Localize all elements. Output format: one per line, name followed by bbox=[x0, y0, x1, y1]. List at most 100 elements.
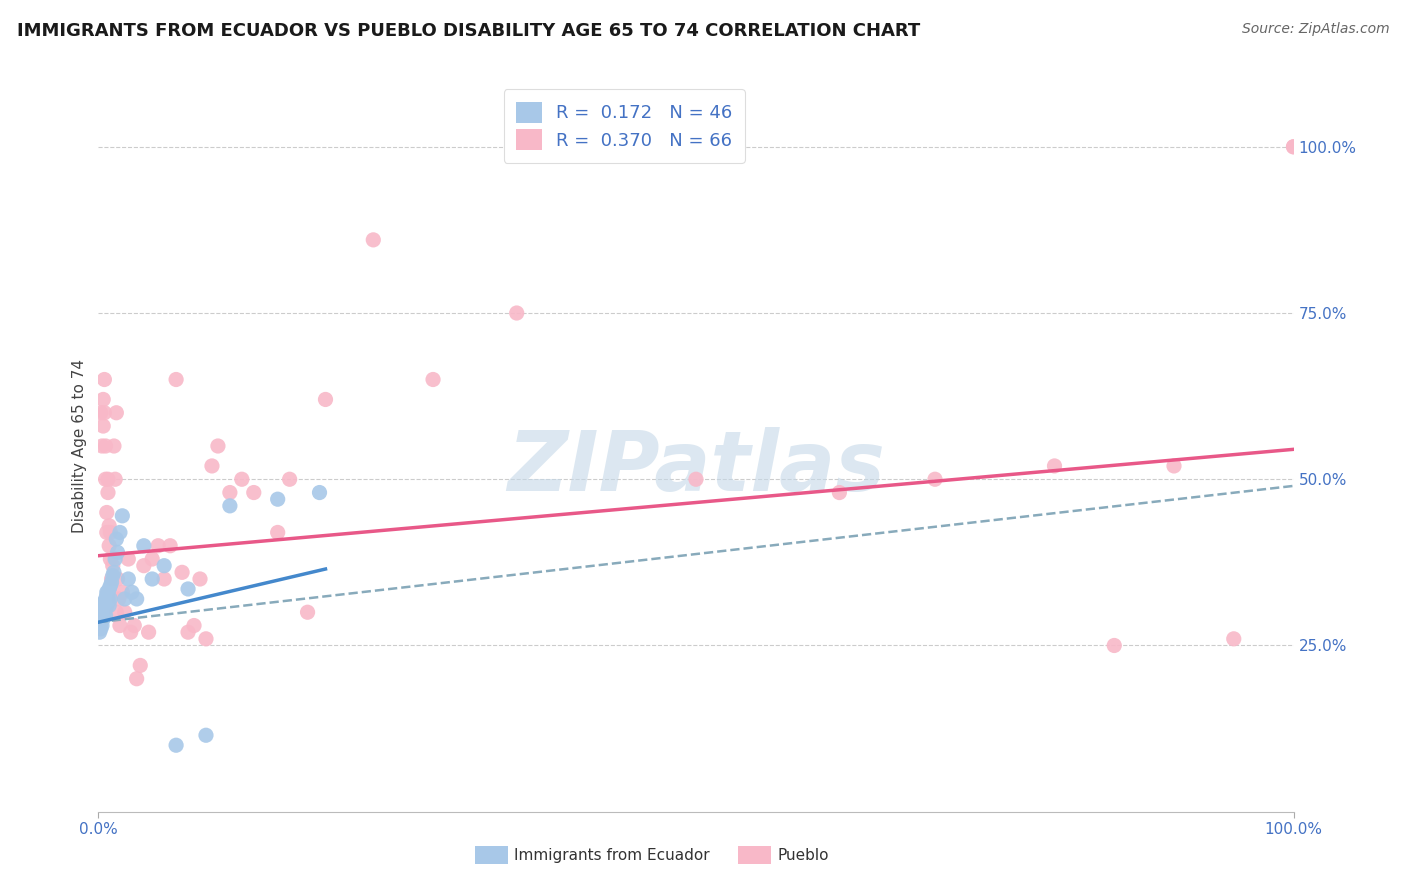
Point bbox=[129, 658, 152, 673]
Point bbox=[93, 595, 115, 609]
Point bbox=[96, 589, 118, 603]
Point bbox=[96, 585, 118, 599]
Point bbox=[132, 558, 155, 573]
Point bbox=[243, 485, 266, 500]
Point bbox=[93, 406, 115, 420]
Point bbox=[107, 545, 129, 559]
Point bbox=[94, 472, 117, 486]
Point bbox=[308, 485, 330, 500]
Point bbox=[685, 472, 707, 486]
Point bbox=[1104, 639, 1126, 653]
Point bbox=[315, 392, 337, 407]
FancyBboxPatch shape bbox=[475, 847, 509, 864]
Point bbox=[177, 582, 200, 596]
Point bbox=[231, 472, 253, 486]
Text: Immigrants from Ecuador: Immigrants from Ecuador bbox=[515, 848, 710, 863]
Point bbox=[91, 392, 114, 407]
Point bbox=[828, 485, 851, 500]
Point bbox=[120, 625, 142, 640]
Point bbox=[219, 499, 242, 513]
Point bbox=[1223, 632, 1246, 646]
FancyBboxPatch shape bbox=[738, 847, 772, 864]
Point bbox=[219, 485, 242, 500]
Point bbox=[363, 233, 385, 247]
Point bbox=[141, 552, 163, 566]
Point bbox=[91, 608, 114, 623]
Point bbox=[107, 572, 129, 586]
Point bbox=[422, 372, 444, 386]
Point bbox=[104, 552, 127, 566]
Point bbox=[94, 439, 117, 453]
Point bbox=[91, 439, 114, 453]
Point bbox=[278, 472, 301, 486]
Text: Source: ZipAtlas.com: Source: ZipAtlas.com bbox=[1241, 22, 1389, 37]
Point bbox=[91, 618, 114, 632]
Text: Pueblo: Pueblo bbox=[778, 848, 828, 863]
Point bbox=[195, 728, 218, 742]
Point bbox=[267, 525, 290, 540]
Point bbox=[124, 618, 146, 632]
Point bbox=[90, 615, 112, 630]
Point bbox=[96, 506, 118, 520]
Point bbox=[90, 622, 112, 636]
Point bbox=[98, 579, 122, 593]
Point bbox=[91, 599, 114, 613]
Point bbox=[114, 605, 136, 619]
Point bbox=[96, 599, 118, 613]
Point bbox=[94, 591, 117, 606]
Point bbox=[159, 539, 181, 553]
Point bbox=[267, 492, 290, 507]
Point bbox=[97, 595, 120, 609]
Point bbox=[96, 525, 118, 540]
Point bbox=[91, 605, 114, 619]
Point bbox=[93, 605, 115, 619]
Y-axis label: Disability Age 65 to 74: Disability Age 65 to 74 bbox=[72, 359, 87, 533]
Point bbox=[165, 738, 187, 752]
Point bbox=[91, 419, 114, 434]
Text: ZIPatlas: ZIPatlas bbox=[508, 427, 884, 508]
Point bbox=[1163, 458, 1185, 473]
Point bbox=[97, 472, 120, 486]
Point bbox=[105, 532, 128, 546]
Point bbox=[93, 372, 115, 386]
Point bbox=[98, 591, 122, 606]
Point bbox=[153, 572, 176, 586]
Point bbox=[565, 140, 588, 154]
Point bbox=[91, 612, 114, 626]
Point bbox=[101, 558, 124, 573]
Point bbox=[188, 572, 211, 586]
Point bbox=[104, 472, 127, 486]
Point bbox=[100, 575, 122, 590]
Point bbox=[98, 525, 122, 540]
Point bbox=[100, 572, 122, 586]
Point bbox=[165, 372, 187, 386]
Point bbox=[98, 539, 121, 553]
Point bbox=[183, 618, 205, 632]
Point bbox=[97, 591, 120, 606]
Point bbox=[98, 582, 121, 596]
Point bbox=[207, 439, 229, 453]
Point bbox=[111, 585, 134, 599]
Point bbox=[1043, 458, 1066, 473]
Point bbox=[125, 672, 148, 686]
Point bbox=[1282, 140, 1305, 154]
Point bbox=[98, 518, 121, 533]
Point bbox=[94, 602, 117, 616]
Point bbox=[107, 591, 129, 606]
Point bbox=[297, 605, 319, 619]
Text: IMMIGRANTS FROM ECUADOR VS PUEBLO DISABILITY AGE 65 TO 74 CORRELATION CHART: IMMIGRANTS FROM ECUADOR VS PUEBLO DISABI… bbox=[17, 22, 920, 40]
Point bbox=[111, 508, 134, 523]
Point bbox=[103, 439, 125, 453]
Point bbox=[924, 472, 946, 486]
Point bbox=[172, 566, 194, 580]
Point bbox=[105, 406, 128, 420]
Point bbox=[117, 572, 139, 586]
Point bbox=[138, 625, 160, 640]
Point bbox=[125, 591, 148, 606]
Point bbox=[93, 599, 115, 613]
Point bbox=[141, 572, 163, 586]
Point bbox=[108, 525, 131, 540]
Point bbox=[114, 591, 136, 606]
Point bbox=[121, 585, 143, 599]
Point bbox=[177, 625, 200, 640]
